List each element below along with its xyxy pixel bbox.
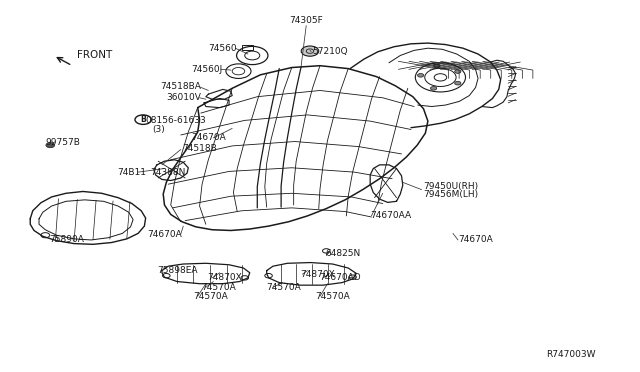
Text: 79456M(LH): 79456M(LH): [424, 189, 479, 199]
Text: 75890A: 75890A: [49, 235, 84, 244]
Text: 74518B: 74518B: [182, 144, 217, 153]
Text: 75898EA: 75898EA: [157, 266, 197, 275]
Text: 74570A: 74570A: [193, 292, 228, 301]
Text: 57210Q: 57210Q: [312, 47, 348, 56]
Text: 74570A: 74570A: [201, 283, 236, 292]
Text: B: B: [140, 115, 146, 124]
Circle shape: [46, 142, 54, 148]
Text: 74670A: 74670A: [147, 230, 182, 238]
Text: 36010V: 36010V: [166, 93, 201, 102]
Text: 74B11: 74B11: [117, 168, 147, 177]
Circle shape: [454, 70, 461, 73]
Text: 64825N: 64825N: [325, 249, 360, 258]
Text: 74670A: 74670A: [191, 134, 226, 142]
Text: 74570A: 74570A: [267, 283, 301, 292]
Text: 74305F: 74305F: [289, 16, 323, 25]
Text: 74570A: 74570A: [315, 292, 349, 301]
Text: FRONT: FRONT: [77, 51, 112, 61]
Circle shape: [417, 74, 424, 77]
Circle shape: [434, 64, 440, 68]
Text: 74560J: 74560J: [191, 65, 223, 74]
Text: 74388N: 74388N: [150, 168, 186, 177]
Text: 74870X: 74870X: [300, 270, 335, 279]
Text: 74670A: 74670A: [458, 235, 493, 244]
Text: 74518BA: 74518BA: [160, 82, 201, 92]
Text: 74870X: 74870X: [207, 273, 242, 282]
Text: 74560: 74560: [209, 44, 237, 53]
Circle shape: [454, 81, 461, 85]
Text: 79450U(RH): 79450U(RH): [424, 182, 479, 190]
Text: (3): (3): [152, 125, 164, 134]
Text: 74670AA: 74670AA: [370, 211, 412, 220]
Text: 74670AD: 74670AD: [319, 273, 360, 282]
Circle shape: [301, 46, 319, 56]
Text: 99757B: 99757B: [45, 138, 80, 147]
Circle shape: [431, 87, 436, 90]
Text: R747003W: R747003W: [546, 350, 595, 359]
Text: 08156-61633: 08156-61633: [146, 116, 206, 125]
